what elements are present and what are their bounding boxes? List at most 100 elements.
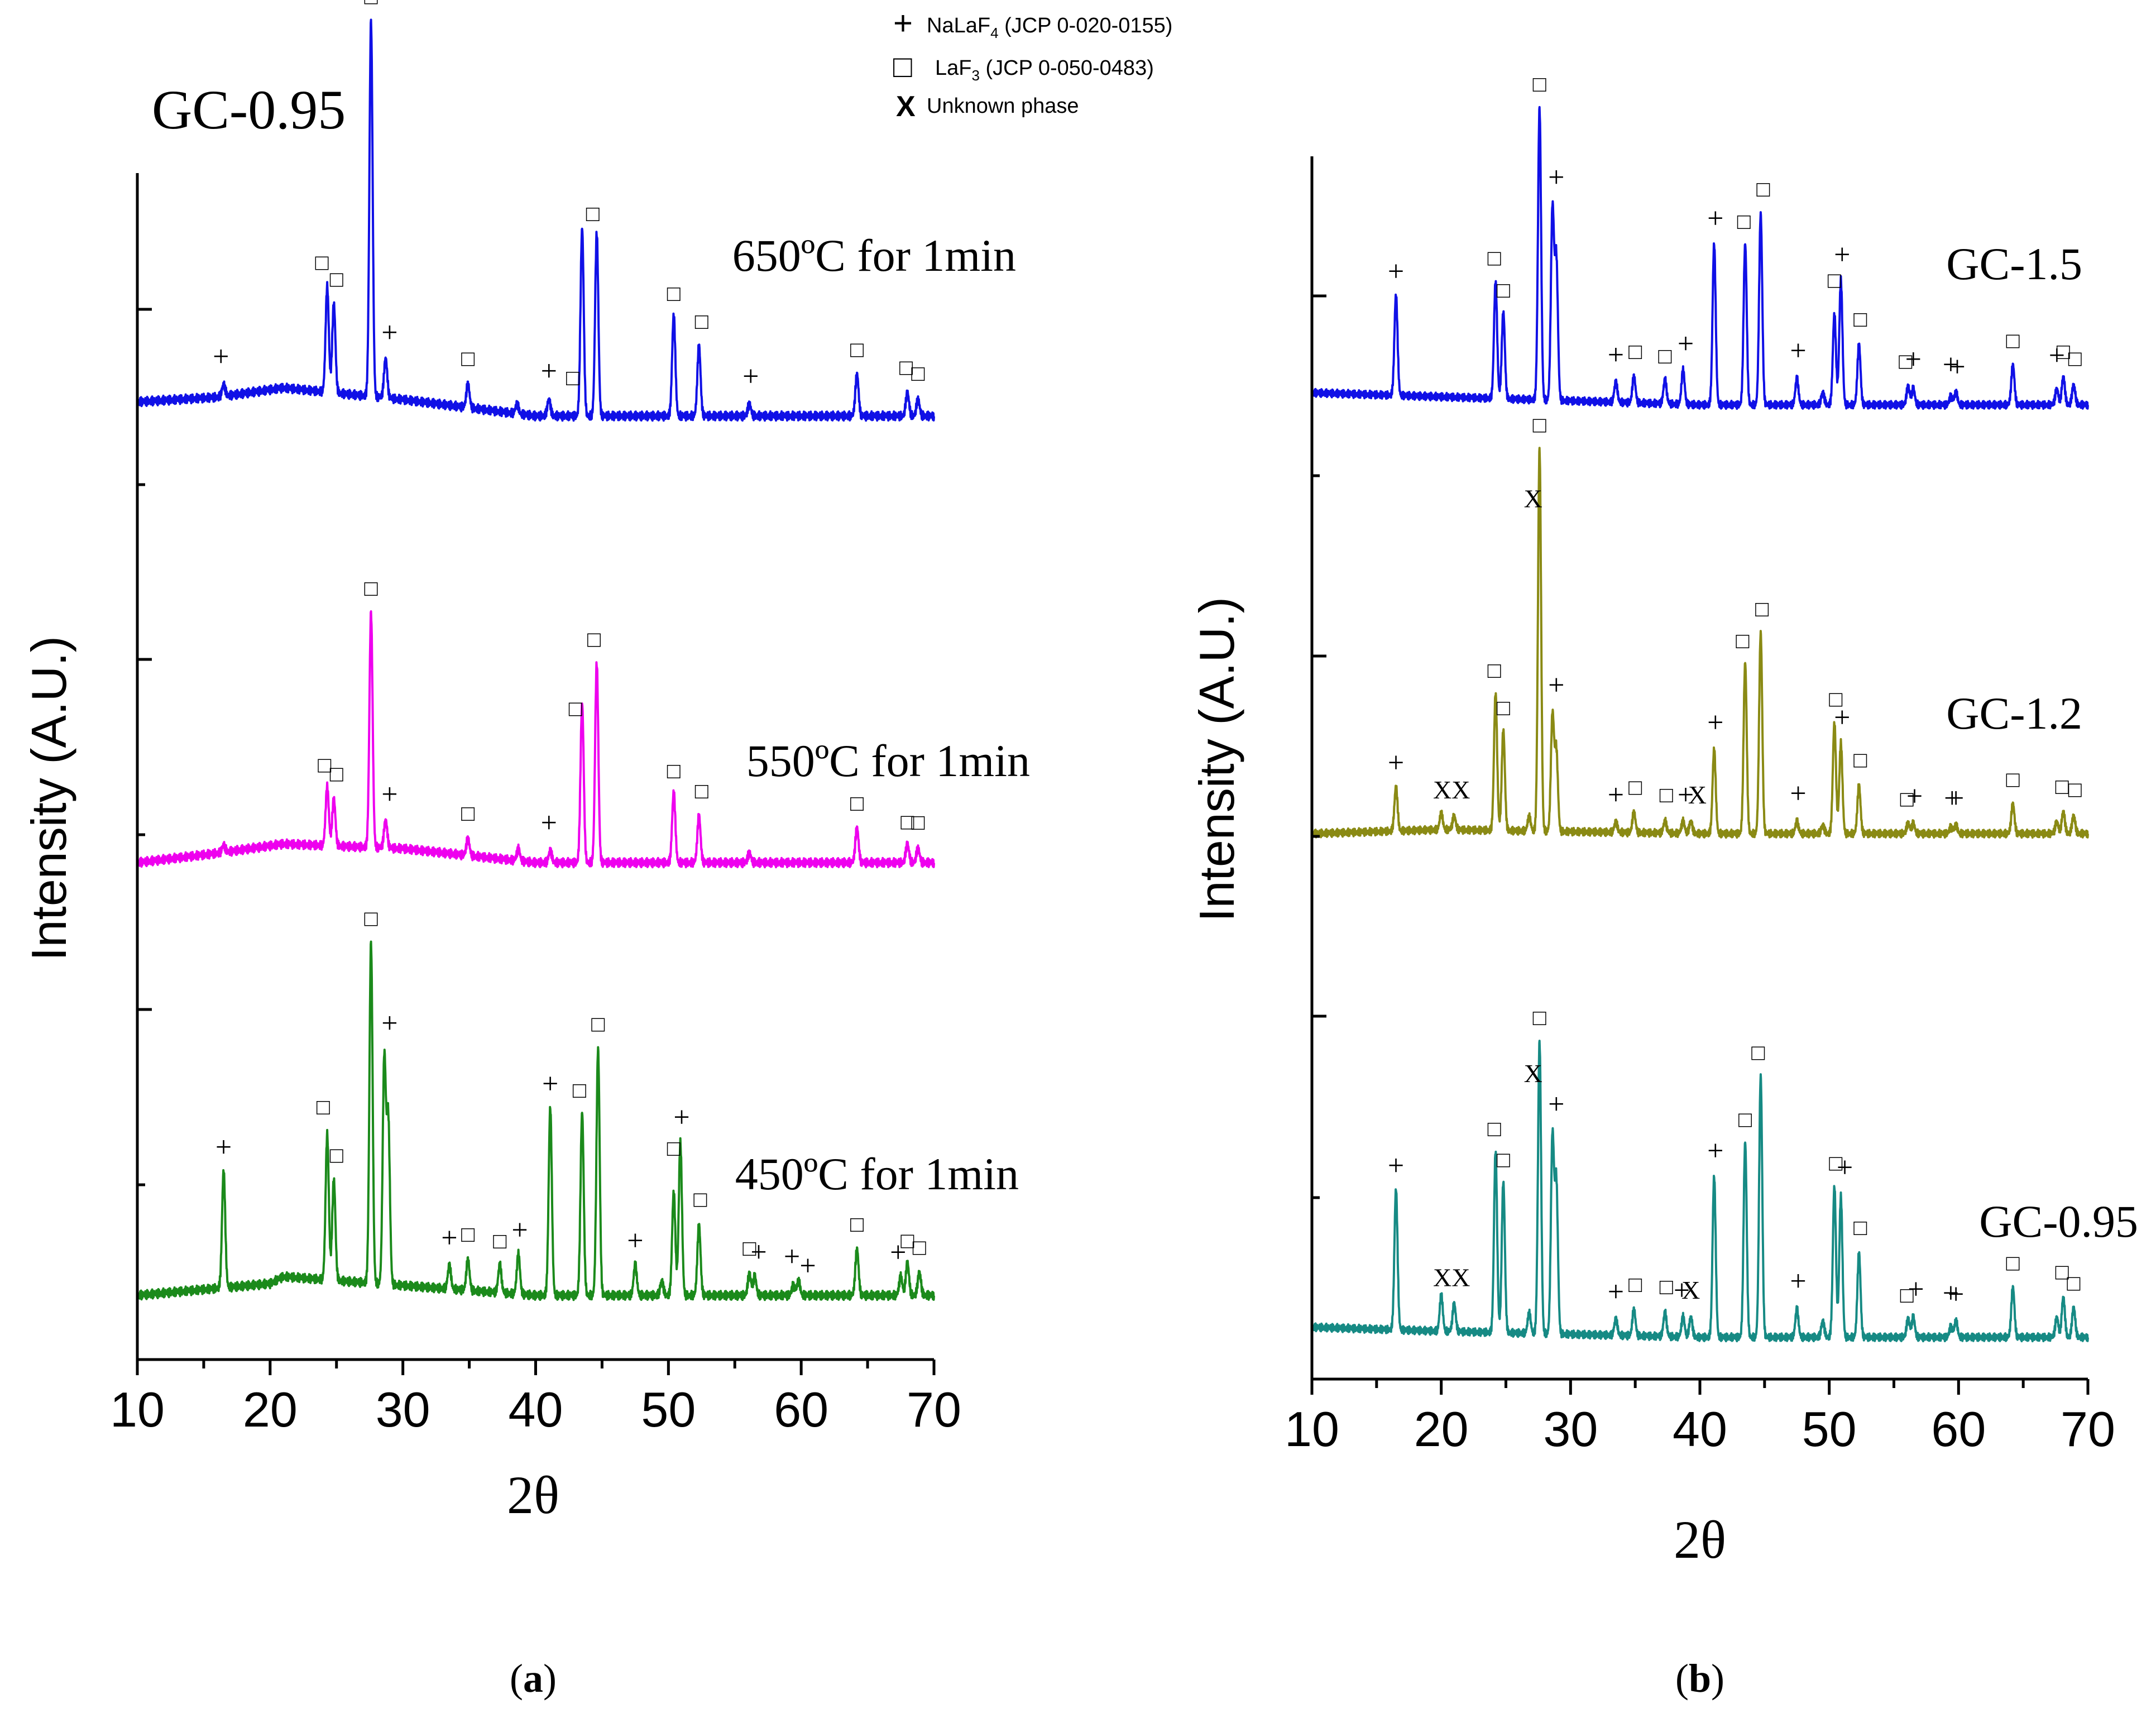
panel-b-curve-label-gc12: GC-1.2 — [1946, 688, 2082, 739]
panel-a-y-axis-label: Intensity (A.U.) — [21, 636, 76, 961]
x-tick-label-30: 30 — [376, 1382, 430, 1437]
legend-symbol-x: X — [896, 90, 916, 123]
peak-marker-450-c-for-1min-0: + — [213, 341, 229, 372]
peak-marker-gc-1-5-2: □ — [1488, 1116, 1501, 1141]
peak-marker-gc-1-2-10: + — [1678, 779, 1694, 811]
x-tick-label-70: 70 — [907, 1382, 961, 1437]
peak-marker-650-c-for-1min-23: □ — [913, 1235, 926, 1260]
legend-label-nalaf4-ref: (JCP 0-020-0155) — [999, 14, 1173, 37]
peak-marker-550-c-for-1min-9: □ — [695, 778, 708, 803]
peak-marker-650-c-for-1min-8: + — [511, 1214, 528, 1246]
peak-marker-gc-1-2-5: □ — [1533, 412, 1546, 437]
peak-marker-450-c-for-1min-11: + — [742, 361, 759, 393]
peak-marker-550-c-for-1min-1: □ — [330, 762, 343, 787]
peak-marker-650-c-for-1min-22: □ — [900, 1228, 914, 1253]
peak-marker-650-c-for-1min-3: □ — [365, 906, 378, 931]
peak-marker-gc-1-5-22: + — [1948, 1279, 1964, 1310]
peak-marker-gc-0-95-15: □ — [1853, 307, 1867, 332]
peak-marker-gc-0-95-14: + — [1834, 239, 1850, 271]
peak-marker-gc-0-95-2: □ — [1497, 277, 1510, 303]
peak-marker-650-c-for-1min-6: □ — [461, 1222, 475, 1247]
peak-marker-550-c-for-1min-12: □ — [911, 810, 924, 835]
peak-marker-gc-1-2-0: + — [1388, 747, 1404, 779]
peak-marker-450-c-for-1min-3: □ — [365, 0, 378, 9]
peak-marker-gc-1-2-19: □ — [1900, 787, 1914, 812]
panel-b-curve-label-gc15: GC-1.5 — [1946, 238, 2082, 289]
peak-marker-450-c-for-1min-7: □ — [566, 365, 579, 390]
legend-label-unknown: Unknown phase — [927, 94, 1079, 118]
panel-b-axes: 10 20 30 40 50 60 70 — [1285, 156, 2115, 1457]
peak-marker-650-c-for-1min-2: □ — [330, 1143, 343, 1168]
peak-marker-gc-0-95-11: □ — [1756, 176, 1770, 202]
peak-marker-gc-1-2-8: □ — [1628, 774, 1642, 800]
peak-marker-650-c-for-1min-21: + — [890, 1237, 906, 1269]
peak-marker-gc-1-5-19: □ — [1900, 1282, 1914, 1308]
panel-b-caption-open: ( — [1675, 1656, 1689, 1701]
peak-marker-gc-0-95-20: □ — [2006, 328, 2020, 353]
peak-marker-650-c-for-1min-13: □ — [667, 1136, 681, 1161]
peak-marker-gc-1-2-22: + — [1948, 782, 1964, 814]
panel-a-caption: (a) — [510, 1656, 557, 1701]
peak-marker-gc-0-95-12: + — [1790, 335, 1806, 367]
peak-marker-gc-0-95-3: □ — [1533, 71, 1546, 97]
peak-marker-450-c-for-1min-13: □ — [899, 355, 913, 380]
panel-a-plot: +□□□++ □ □ ++ □□+□+□□+ + +□+□□□□□+□ +□□□□ □□□+□□… — [21, 0, 1030, 1701]
peak-marker-550-c-for-1min-0: □ — [318, 753, 331, 778]
panel-a-caption-close: ) — [543, 1656, 557, 1701]
x-tick-label-50: 50 — [641, 1382, 696, 1437]
peak-marker-650-c-for-1min-16: □ — [742, 1236, 756, 1261]
panel-a-x-axis-label: 2θ — [507, 1465, 559, 1525]
peak-marker-gc-0-95-10: □ — [1737, 209, 1751, 234]
peak-marker-550-c-for-1min-10: □ — [850, 791, 864, 816]
x-tick-label-40: 40 — [509, 1382, 563, 1437]
peak-marker-650-c-for-1min-15: □ — [693, 1186, 707, 1212]
peak-marker-gc-1-5-16: □ — [1829, 1150, 1842, 1175]
peak-marker-650-c-for-1min-7: □ — [493, 1228, 506, 1253]
panel-b-x-axis-label: 2θ — [1674, 1510, 1726, 1569]
peak-marker-550-c-for-1min-6: □ — [569, 696, 582, 721]
peak-marker-gc-1-2-20: + — [1906, 781, 1923, 812]
series-line-450-c-for-1min — [136, 18, 935, 422]
peak-marker-650-c-for-1min-17: + — [750, 1237, 766, 1269]
peak-marker-gc-0-95-13: □ — [1828, 267, 1841, 293]
series-line-gc-0-95 — [1311, 106, 2089, 410]
peak-marker-gc-1-5-9: □ — [1660, 1274, 1673, 1299]
peak-marker-550-c-for-1min-11: □ — [900, 810, 914, 835]
legend-label-nalaf4: NaLaF4 (JCP 0-020-0155) — [927, 14, 1172, 41]
peak-marker-650-c-for-1min-4: + — [381, 1007, 397, 1039]
panel-b-curve-label-gc095: GC-0.95 — [1979, 1196, 2138, 1247]
peak-marker-650-c-for-1min-5: + — [441, 1222, 457, 1254]
peak-marker-450-c-for-1min-6: + — [541, 356, 557, 387]
peak-marker-gc-1-2-11: X — [1688, 781, 1707, 809]
peak-marker-gc-0-95-22: □ — [2057, 339, 2070, 364]
panel-b-plot: +XX□□X□++ □ □ +X+□□+□+□□+ ++□ □□+XX□□X□++ □ □ +X… — [1189, 71, 2138, 1701]
peak-marker-gc-1-5-12: + — [1707, 1135, 1723, 1167]
peak-marker-gc-1-2-12: + — [1707, 707, 1723, 739]
peak-marker-650-c-for-1min-1: □ — [317, 1094, 330, 1119]
peak-marker-gc-1-5-10: + — [1674, 1275, 1690, 1307]
panel-a-markers: +□□□++ □ □ ++ □□+□+□□+ + +□+□□□□□+□ +□□□□ □□□+□□… — [213, 0, 926, 1282]
peak-marker-gc-1-5-4: X — [1524, 1059, 1542, 1088]
peak-marker-gc-1-5-7: + — [1608, 1276, 1624, 1308]
panel-b-curves — [1311, 106, 2089, 1343]
peak-marker-gc-0-95-1: □ — [1488, 246, 1501, 271]
peak-marker-gc-1-2-3: □ — [1497, 695, 1510, 720]
peak-marker-gc-1-5-20: + — [1908, 1274, 1924, 1305]
peak-marker-650-c-for-1min-19: + — [799, 1250, 816, 1282]
peak-marker-gc-1-2-2: □ — [1488, 658, 1501, 683]
panel-a-title: GC-0.95 — [152, 79, 346, 141]
peak-marker-gc-0-95-8: + — [1678, 328, 1694, 360]
peak-marker-gc-1-2-24: □ — [2056, 774, 2069, 799]
legend-label-laf3-sub: 3 — [971, 67, 979, 84]
panel-a-curves — [136, 18, 935, 1301]
peak-marker-gc-0-95-9: + — [1707, 203, 1723, 235]
peak-marker-gc-0-95-19: + — [1949, 351, 1965, 383]
peak-marker-650-c-for-1min-12: + — [627, 1225, 643, 1257]
legend-symbol-square: □ — [893, 49, 912, 84]
x-tick-label-60: 60 — [1931, 1401, 1986, 1457]
peak-marker-gc-1-2-1: XX — [1433, 776, 1470, 804]
peak-marker-650-c-for-1min-18: + — [784, 1241, 800, 1273]
series-line-650-c-for-1min — [136, 940, 935, 1301]
peak-marker-gc-1-5-13: □ — [1738, 1107, 1752, 1132]
